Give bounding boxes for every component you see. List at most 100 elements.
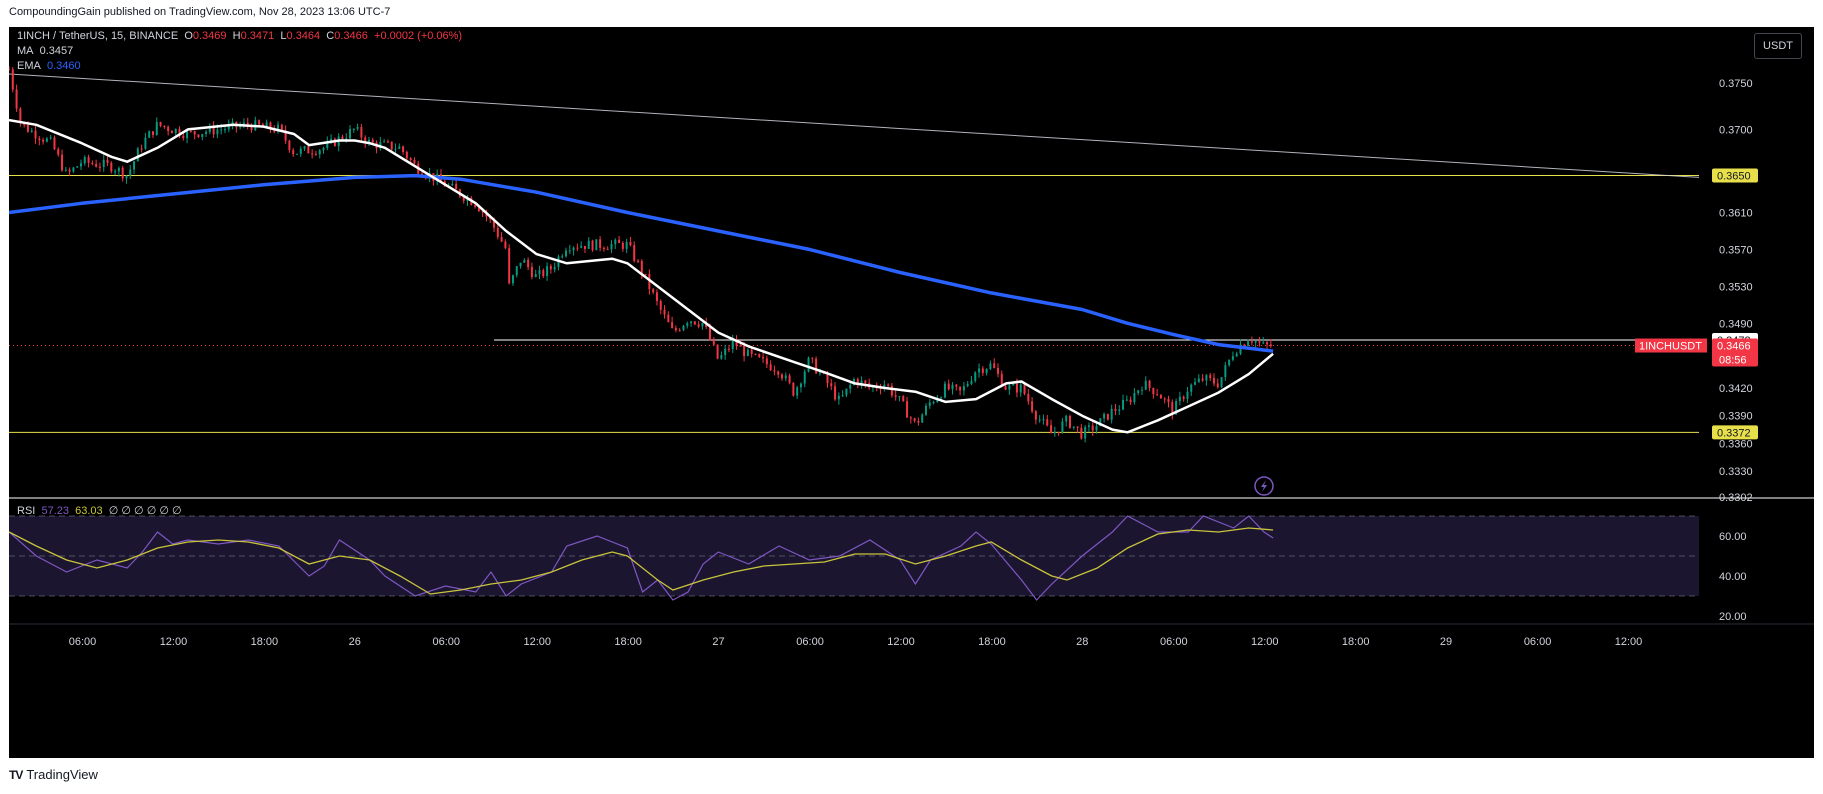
candle-body xyxy=(307,146,310,154)
tradingview-logo[interactable]: TV TradingView xyxy=(9,767,98,782)
candle-body xyxy=(1171,402,1174,415)
time-tick-label: 18:00 xyxy=(1342,636,1370,648)
candle-body xyxy=(205,131,208,134)
candle-body xyxy=(1125,399,1128,401)
time-tick-label: 12:00 xyxy=(523,636,551,648)
candle-body xyxy=(1137,390,1140,394)
ema-legend-label: EMA xyxy=(17,60,41,72)
candle-body xyxy=(1220,377,1223,388)
price-tick-label: 0.3700 xyxy=(1719,124,1753,136)
candle-body xyxy=(1057,431,1060,433)
candle-body xyxy=(182,135,185,139)
candle-body xyxy=(974,372,977,381)
time-tick-label: 28 xyxy=(1076,636,1088,648)
candle-body xyxy=(750,349,753,354)
candle-body xyxy=(95,163,98,167)
candle-body xyxy=(1019,384,1022,393)
candle-body xyxy=(993,363,996,368)
candle-body xyxy=(72,167,75,172)
candle-body xyxy=(530,267,533,277)
candle-body xyxy=(773,370,776,372)
candle-body xyxy=(1118,409,1121,411)
candle-body xyxy=(580,245,583,248)
candle-body xyxy=(826,373,829,384)
candle-body xyxy=(455,183,458,190)
candle-body xyxy=(1061,421,1064,433)
candle-body xyxy=(921,414,924,423)
time-tick-label: 18:00 xyxy=(978,636,1006,648)
candle-body xyxy=(1008,385,1011,390)
candle-body xyxy=(523,259,526,263)
legend-open-label: O xyxy=(184,30,193,42)
candle-body xyxy=(231,121,234,125)
rsi-ma-line xyxy=(9,527,1274,595)
candle-body xyxy=(591,240,594,251)
time-tick-label: 12:00 xyxy=(1615,636,1643,648)
currency-button[interactable]: USDT xyxy=(1754,33,1802,59)
candle-body xyxy=(193,131,196,135)
candle-body xyxy=(917,420,920,423)
candle-body xyxy=(932,402,935,404)
time-tick-label: 12:00 xyxy=(1251,636,1279,648)
candle-body xyxy=(1068,415,1071,428)
candle-body xyxy=(746,349,749,356)
candle-body xyxy=(519,262,522,267)
legend-low-label: L xyxy=(280,30,287,42)
candle-body xyxy=(830,383,833,387)
candle-body xyxy=(701,322,704,327)
candle-body xyxy=(322,148,325,151)
candle-body xyxy=(45,138,48,142)
level-price-tag-label: 0.3372 xyxy=(1717,427,1751,439)
candle-body xyxy=(739,345,742,347)
ma-line xyxy=(9,118,1274,434)
candle-body xyxy=(186,131,189,139)
candle-body xyxy=(1000,373,1003,387)
candle-body xyxy=(280,124,283,131)
legend-high-label: H xyxy=(232,30,241,42)
candle-body xyxy=(201,133,204,137)
candle-body xyxy=(167,126,170,131)
candle-body xyxy=(1042,419,1045,421)
candle-body xyxy=(1080,427,1083,439)
candle-body xyxy=(1216,383,1219,388)
candle-body xyxy=(663,309,666,315)
candle-body xyxy=(996,367,999,374)
candle-body xyxy=(1163,398,1166,400)
candle-body xyxy=(223,129,226,131)
candle-body xyxy=(1175,401,1178,415)
candle-body xyxy=(887,384,890,386)
candle-body xyxy=(720,355,723,359)
current-price-tag xyxy=(1712,338,1758,367)
candle-body xyxy=(1084,427,1087,439)
candle-body xyxy=(527,259,530,268)
price-tick-label: 0.3330 xyxy=(1719,466,1753,478)
candle-body xyxy=(91,162,94,164)
candle-body xyxy=(386,141,389,143)
candle-body xyxy=(1076,426,1079,428)
candle-body xyxy=(504,241,507,249)
candle-body xyxy=(727,348,730,350)
candle-body xyxy=(799,383,802,388)
candle-body xyxy=(11,69,14,90)
candle-body xyxy=(796,387,799,396)
candle-body xyxy=(1209,375,1212,378)
candle-body xyxy=(383,141,386,143)
candle-body xyxy=(1031,401,1034,412)
candle-body xyxy=(678,330,681,332)
candle-body xyxy=(189,131,192,133)
time-tick-label: 27 xyxy=(712,636,724,648)
candle-body xyxy=(777,371,780,375)
candle-body xyxy=(1266,342,1269,345)
candle-body xyxy=(735,339,738,346)
candle-body xyxy=(1152,387,1155,395)
chart-frame[interactable]: 0.3750 0.3700 0.3610 0.3570 0.3530 0.3490 0.34… xyxy=(9,27,1814,758)
candle-body xyxy=(125,175,128,179)
countdown-label: 08:56 xyxy=(1719,355,1747,367)
candle-body xyxy=(693,321,696,325)
time-tick-label: 06:00 xyxy=(69,636,97,648)
candle-body xyxy=(106,159,109,163)
candle-body xyxy=(53,137,56,150)
candle-body xyxy=(769,364,772,371)
candle-body xyxy=(34,130,37,139)
chart-canvas[interactable]: 0.3750 0.3700 0.3610 0.3570 0.3530 0.3490 0.34… xyxy=(9,27,1814,758)
